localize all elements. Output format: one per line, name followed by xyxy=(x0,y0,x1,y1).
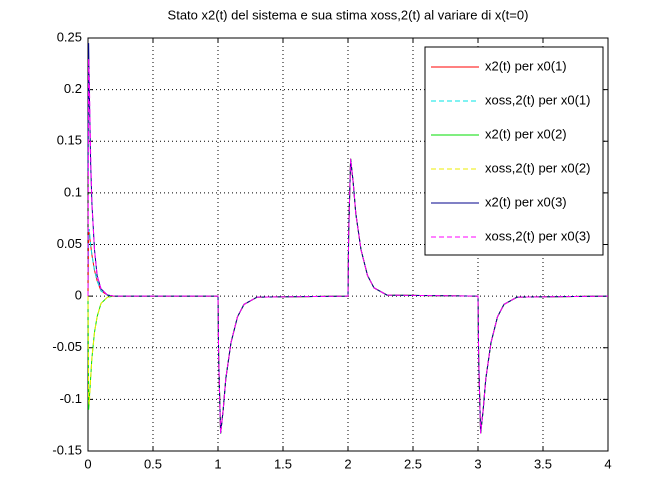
x-tick-label: 4 xyxy=(604,456,611,471)
legend-label: x2(t) per x0(2) xyxy=(485,126,567,141)
legend-box xyxy=(424,46,604,256)
y-tick-label: 0.15 xyxy=(57,133,82,148)
x-tick-label: 2.5 xyxy=(404,456,422,471)
y-tick-label: 0.25 xyxy=(57,29,82,44)
legend-label: x2(t) per x0(1) xyxy=(485,58,567,73)
y-tick-label: 0.05 xyxy=(57,236,82,251)
y-tick-label: 0.2 xyxy=(64,81,82,96)
legend-label: xoss,2(t) per x0(2) xyxy=(485,160,590,175)
legend-label: x2(t) per x0(3) xyxy=(485,194,567,209)
y-tick-label: -0.15 xyxy=(52,442,82,457)
x-tick-label: 2 xyxy=(344,456,351,471)
legend-label: xoss,2(t) per x0(3) xyxy=(485,228,590,243)
chart-title: Stato x2(t) del sistema e sua stima xoss… xyxy=(168,7,529,22)
data-line xyxy=(87,58,609,434)
x-tick-label: 1.5 xyxy=(274,456,292,471)
y-tick-label: 0.1 xyxy=(64,184,82,199)
legend-label: xoss,2(t) per x0(1) xyxy=(485,92,590,107)
x-tick-label: 3.5 xyxy=(534,456,552,471)
y-tick-label: -0.05 xyxy=(52,339,82,354)
y-tick-label: -0.1 xyxy=(60,391,82,406)
x-tick-label: 0.5 xyxy=(144,456,162,471)
x-tick-label: 3 xyxy=(474,456,481,471)
x-tick-label: 1 xyxy=(214,456,221,471)
y-tick-label: 0 xyxy=(75,288,82,303)
x-tick-label: 0 xyxy=(84,456,91,471)
